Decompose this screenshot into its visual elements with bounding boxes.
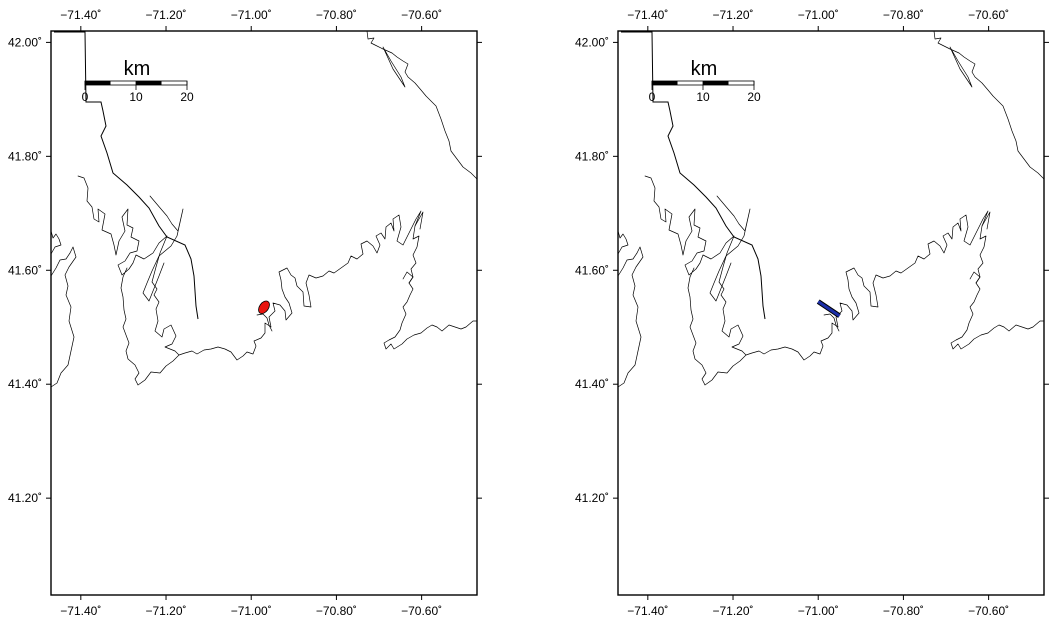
x-tick-label-bottom: −71.40˚ (60, 604, 101, 618)
y-tick-label: 42.00˚ (8, 35, 42, 49)
x-tick-label-bottom: −71.20˚ (145, 604, 186, 618)
axis-ticks: −71.40˚ −71.40˚ −71.20˚ −71.20˚ −71.00˚ −71.0… (575, 8, 1049, 618)
scale-label-0: 0 (649, 90, 656, 104)
y-tick-label: 41.60˚ (575, 263, 609, 277)
map-frame (50, 30, 478, 596)
x-tick-label-top: −71.40˚ (627, 8, 668, 22)
x-tick-label-top: −70.60˚ (968, 8, 1009, 22)
x-tick-label-top: −71.00˚ (231, 8, 272, 22)
x-tick-label-top: −71.20˚ (145, 8, 186, 22)
map-left: −71.40˚ −71.40˚ −71.20˚ −71.20˚ −71.00˚ −71.0… (8, 8, 482, 618)
rupture-line (817, 300, 841, 318)
map-right: −71.40˚ −71.40˚ −71.20˚ −71.20˚ −71.00˚ −71.0… (575, 8, 1049, 618)
map-frame (617, 30, 1045, 596)
scale-bar: km 0 10 20 (82, 58, 194, 104)
x-tick-label-top: −71.00˚ (798, 8, 839, 22)
axis-ticks: −71.40˚ −71.40˚ −71.20˚ −71.20˚ −71.00˚ −71.0… (8, 8, 482, 618)
scale-label-20: 20 (180, 90, 194, 104)
scale-label-0: 0 (82, 90, 89, 104)
y-tick-label: 41.60˚ (8, 263, 42, 277)
x-tick-label-bottom: −71.00˚ (231, 604, 272, 618)
x-tick-label-bottom: −71.20˚ (712, 604, 753, 618)
event-ellipse (258, 300, 270, 314)
y-tick-label: 41.40˚ (8, 377, 42, 391)
y-tick-label: 41.80˚ (8, 149, 42, 163)
x-tick-label-bottom: −70.80˚ (316, 604, 357, 618)
scale-bar: km 0 10 20 (649, 58, 761, 104)
y-tick-label: 41.20˚ (8, 491, 42, 505)
y-tick-label: 42.00˚ (575, 35, 609, 49)
x-tick-label-top: −71.20˚ (712, 8, 753, 22)
scale-unit-label: km (691, 58, 718, 80)
scale-label-20: 20 (747, 90, 761, 104)
scale-unit-label: km (124, 58, 151, 80)
scale-label-10: 10 (696, 90, 710, 104)
x-tick-label-bottom: −71.40˚ (627, 604, 668, 618)
x-tick-label-bottom: −70.60˚ (401, 604, 442, 618)
y-tick-label: 41.80˚ (575, 149, 609, 163)
x-tick-label-bottom: −71.00˚ (798, 604, 839, 618)
x-tick-label-bottom: −70.60˚ (968, 604, 1009, 618)
x-tick-label-top: −70.80˚ (883, 8, 924, 22)
rupture-line-marker (816, 299, 841, 318)
y-tick-label: 41.20˚ (575, 491, 609, 505)
x-tick-label-top: −71.40˚ (60, 8, 101, 22)
y-tick-label: 41.40˚ (575, 377, 609, 391)
x-tick-label-bottom: −70.80˚ (883, 604, 924, 618)
x-tick-label-top: −70.60˚ (401, 8, 442, 22)
earthquake-ellipse-marker (258, 300, 270, 314)
scale-label-10: 10 (129, 90, 143, 104)
x-tick-label-top: −70.80˚ (316, 8, 357, 22)
